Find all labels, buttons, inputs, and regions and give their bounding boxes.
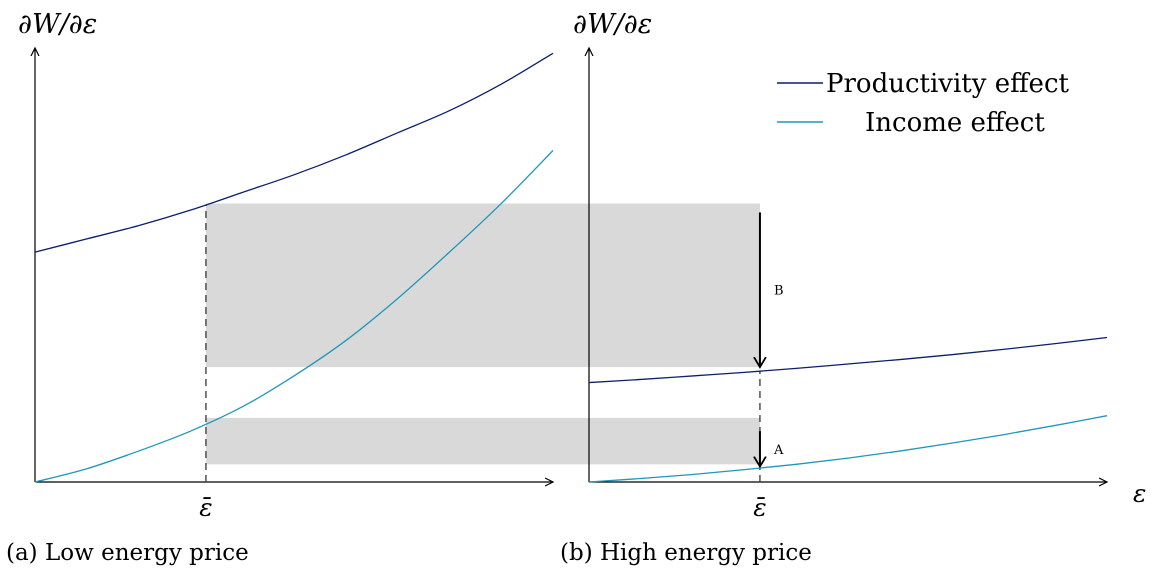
arrow-label-a: A (773, 443, 784, 458)
x-axis-label-b: ε (1133, 479, 1146, 508)
legend-label-income: Income effect (865, 108, 1045, 138)
arrow-label-b: B (774, 284, 784, 299)
shaded-band-1 (205, 203, 760, 368)
xbar-tick-label-a: ε̄ (199, 493, 212, 522)
caption-a: (a) Low energy price (6, 540, 249, 566)
panel-high-energy-price: ∂W/∂ε ε ε̄ B A Productivity effect Income… (560, 9, 1146, 566)
legend-label-productivity: Productivity effect (826, 69, 1070, 99)
series-line-productivity-effect (588, 336, 1108, 384)
y-axis-label-b: ∂W/∂ε (573, 9, 652, 40)
shaded-bands (205, 203, 760, 465)
series-line-income-effect (588, 415, 1108, 483)
caption-b: (b) High energy price (560, 540, 812, 566)
y-axis-label-a: ∂W/∂ε (18, 9, 97, 40)
series-line-productivity-effect (34, 52, 554, 253)
panel-low-energy-price: ∂W/∂ε ε̄ (a) Low energy price (6, 9, 553, 566)
xbar-tick-label-b: ε̄ (753, 493, 766, 522)
series-line-income-effect (34, 150, 554, 483)
legend: Productivity effect Income effect (777, 69, 1070, 138)
shaded-band-2 (205, 417, 760, 465)
